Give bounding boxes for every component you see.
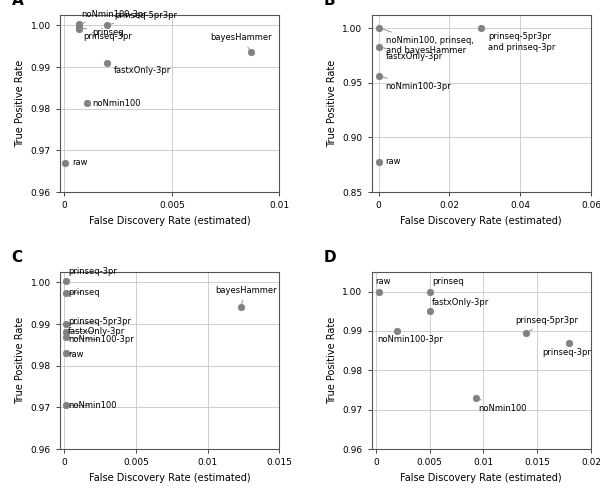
Text: B: B — [323, 0, 335, 8]
Text: prinseq-3pr: prinseq-3pr — [542, 343, 592, 356]
Text: prinseq-3pr: prinseq-3pr — [68, 267, 117, 280]
Point — [62, 327, 71, 335]
Text: bayesHammer: bayesHammer — [215, 286, 277, 305]
Point — [374, 72, 384, 80]
Point — [62, 320, 71, 328]
Y-axis label: True Positive Rate: True Positive Rate — [327, 60, 337, 147]
Point — [374, 43, 384, 51]
Point — [521, 329, 531, 337]
Y-axis label: True Positive Rate: True Positive Rate — [15, 317, 25, 404]
Point — [236, 303, 245, 311]
Text: noNmin100: noNmin100 — [478, 399, 527, 413]
Point — [74, 23, 84, 31]
Point — [62, 401, 71, 409]
Point — [62, 277, 71, 285]
Point — [62, 333, 71, 341]
Text: noNmin100-3pr: noNmin100-3pr — [82, 10, 147, 23]
Text: bayesHammer: bayesHammer — [211, 33, 272, 50]
X-axis label: False Discovery Rate (estimated): False Discovery Rate (estimated) — [89, 473, 251, 483]
Text: fastxOnly-3pr: fastxOnly-3pr — [382, 47, 443, 61]
Text: prinseq: prinseq — [82, 28, 124, 37]
Point — [74, 25, 84, 33]
Text: C: C — [12, 250, 23, 265]
Text: noNmin100, prinseq,
and bayesHammer: noNmin100, prinseq, and bayesHammer — [382, 29, 474, 55]
Point — [425, 287, 434, 295]
Text: noNmin100-3pr: noNmin100-3pr — [377, 331, 443, 344]
Text: prinseq-5pr3pr: prinseq-5pr3pr — [68, 317, 131, 326]
Text: prinseq-5pr3pr
and prinseq-3pr: prinseq-5pr3pr and prinseq-3pr — [481, 28, 556, 52]
X-axis label: False Discovery Rate (estimated): False Discovery Rate (estimated) — [400, 216, 562, 226]
Text: fastxOnly-3pr: fastxOnly-3pr — [68, 327, 125, 336]
Point — [471, 394, 481, 402]
Point — [392, 327, 402, 335]
Point — [374, 287, 384, 295]
Point — [565, 339, 574, 347]
Text: raw: raw — [65, 159, 88, 168]
Text: noNmin100-3pr: noNmin100-3pr — [68, 335, 134, 344]
Y-axis label: True Positive Rate: True Positive Rate — [327, 317, 337, 404]
X-axis label: False Discovery Rate (estimated): False Discovery Rate (estimated) — [89, 216, 251, 226]
Point — [74, 20, 84, 28]
Y-axis label: True Positive Rate: True Positive Rate — [15, 60, 25, 147]
X-axis label: False Discovery Rate (estimated): False Discovery Rate (estimated) — [400, 473, 562, 483]
Point — [374, 158, 384, 166]
Text: fastxOnly-3pr: fastxOnly-3pr — [430, 298, 489, 311]
Text: noNmin100: noNmin100 — [68, 401, 116, 410]
Text: fastxOnly-3pr: fastxOnly-3pr — [107, 63, 171, 75]
Point — [374, 24, 384, 32]
Text: raw: raw — [375, 277, 391, 291]
Point — [103, 21, 112, 29]
Text: noNmin100: noNmin100 — [87, 99, 141, 108]
Text: D: D — [323, 250, 336, 265]
Text: prinseq-5pr3pr: prinseq-5pr3pr — [516, 316, 579, 331]
Text: raw: raw — [68, 349, 83, 359]
Point — [62, 289, 71, 297]
Text: A: A — [12, 0, 23, 8]
Text: raw: raw — [379, 157, 401, 166]
Text: noNmin100-3pr: noNmin100-3pr — [382, 77, 451, 91]
Text: prinseq-5pr3pr: prinseq-5pr3pr — [110, 11, 177, 24]
Text: prinseq-3pr: prinseq-3pr — [79, 29, 133, 41]
Point — [476, 24, 486, 32]
Point — [247, 48, 256, 56]
Text: prinseq: prinseq — [68, 288, 100, 297]
Point — [61, 159, 70, 167]
Point — [103, 59, 112, 67]
Point — [425, 307, 434, 315]
Point — [82, 99, 92, 107]
Text: prinseq: prinseq — [430, 277, 463, 291]
Point — [62, 349, 71, 357]
